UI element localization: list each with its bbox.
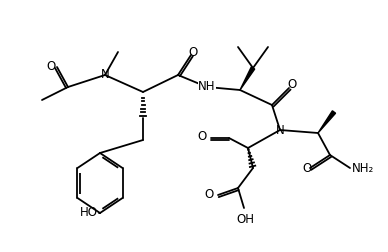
Text: O: O	[288, 79, 296, 91]
Text: NH: NH	[198, 80, 216, 93]
Text: HO: HO	[80, 206, 98, 219]
Polygon shape	[318, 111, 336, 133]
Text: O: O	[198, 131, 207, 143]
Text: NH₂: NH₂	[352, 162, 374, 174]
Text: O: O	[302, 163, 312, 175]
Text: N: N	[275, 123, 284, 137]
Text: N: N	[100, 69, 109, 81]
Text: OH: OH	[236, 213, 254, 226]
Text: O: O	[47, 59, 55, 73]
Text: O: O	[189, 46, 197, 58]
Polygon shape	[240, 67, 255, 90]
Text: O: O	[205, 188, 214, 202]
